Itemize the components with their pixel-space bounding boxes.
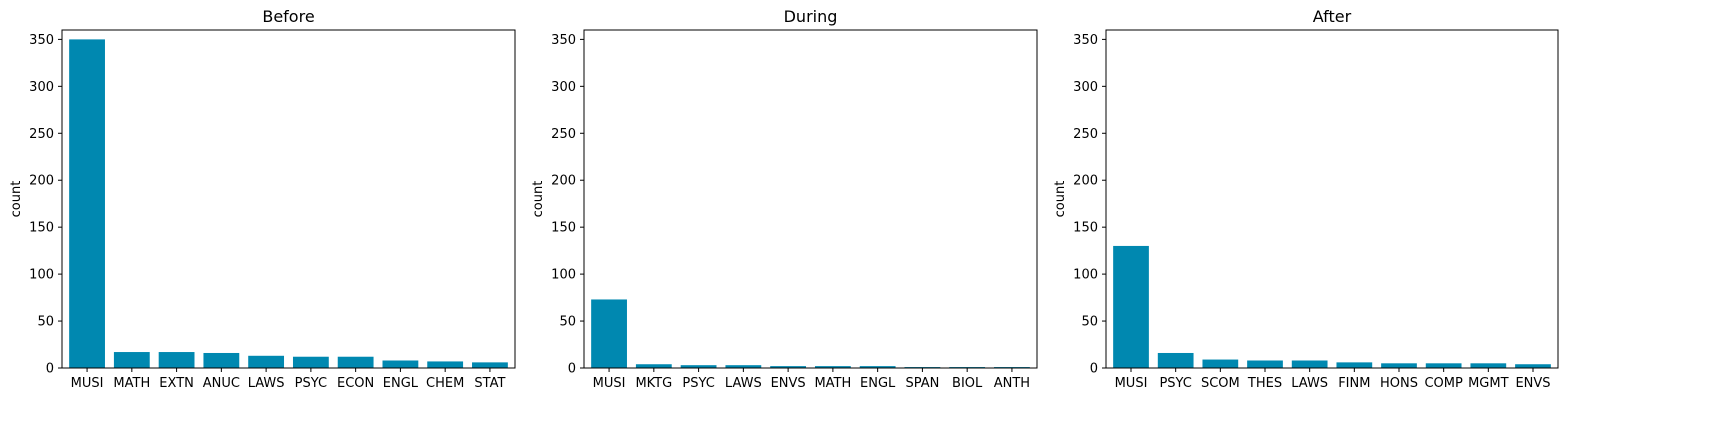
bar-envs	[1515, 364, 1551, 368]
x-tick-label: PSYC	[1159, 376, 1191, 391]
chart-title: During	[784, 7, 838, 26]
chart-panel-after: After count MUSI PSYC SCOM THES LAWS FINM HONS…	[1053, 7, 1559, 391]
y-axis-label: count	[1053, 181, 1068, 218]
x-tick-label: LAWS	[1291, 376, 1328, 391]
bar-laws	[1291, 360, 1328, 368]
chart-panel-during: During count MUSI MKTG PSYC LAWS ENVS MATH ENG…	[531, 7, 1038, 391]
bar-thes	[1247, 360, 1283, 368]
x-tick-label: EXTN	[159, 376, 194, 391]
x-tick-label: PSYC	[295, 376, 327, 391]
x-tick-label: ANTH	[994, 376, 1030, 391]
x-tick-label: SCOM	[1201, 376, 1240, 391]
x-tick-label: THES	[1247, 376, 1282, 391]
x-tick-label: MATH	[814, 376, 851, 391]
y-tick-label: 100	[551, 268, 576, 283]
y-tick-label: 200	[29, 174, 54, 189]
y-tick-label: 100	[29, 268, 54, 283]
y-tick-label: 250	[551, 127, 576, 142]
y-axis-label: count	[9, 181, 24, 218]
y-tick-label: 250	[1073, 127, 1098, 142]
y-tick-label: 0	[46, 362, 54, 377]
x-tick-label: ANUC	[203, 376, 240, 391]
x-tick-label: MATH	[113, 376, 150, 391]
x-tick-label: LAWS	[725, 376, 762, 391]
y-tick-label: 300	[551, 80, 576, 95]
y-tick-label: 200	[1073, 174, 1098, 189]
chart-panel-before: Before count MUSI MATH EXTN ANUC LAWS PSYC ECO…	[9, 7, 516, 391]
chart-title: After	[1313, 7, 1352, 26]
bar-psyc	[292, 356, 329, 368]
y-tick-label: 50	[37, 315, 54, 330]
bar-laws	[725, 365, 762, 368]
axes-frame	[583, 29, 1038, 369]
bar-psyc	[680, 365, 717, 368]
bar-psyc	[1157, 352, 1194, 368]
bar-math	[814, 366, 851, 368]
bar-comp	[1425, 363, 1462, 368]
y-axis-label: count	[531, 181, 546, 218]
x-tick-label: ENVS	[1515, 376, 1550, 391]
x-tick-label: BIOL	[952, 376, 983, 391]
x-tick-label: MUSI	[1115, 376, 1148, 391]
x-tick-label: MUSI	[71, 376, 104, 391]
bar-math	[113, 352, 150, 368]
axes-frame	[1105, 29, 1559, 369]
x-tick-label: ENGL	[860, 376, 896, 391]
y-tick-label: 0	[1090, 362, 1098, 377]
x-tick-label: PSYC	[682, 376, 714, 391]
bar-extn	[158, 352, 195, 368]
y-tick-label: 250	[29, 127, 54, 142]
axes-frame	[61, 29, 516, 369]
y-tick-label: 150	[29, 221, 54, 236]
bar-stat	[472, 362, 508, 368]
y-tick-label: 200	[551, 174, 576, 189]
y-tick-label: 50	[559, 315, 576, 330]
bar-anuc	[203, 352, 240, 368]
x-tick-label: CHEM	[426, 376, 464, 391]
bar-engl	[382, 360, 419, 368]
bar-scom	[1202, 359, 1239, 368]
x-tick-label: STAT	[474, 376, 505, 391]
y-tick-label: 350	[1073, 33, 1098, 48]
bar-mktg	[635, 364, 672, 368]
bar-engl	[859, 366, 896, 368]
y-tick-label: 50	[1081, 315, 1098, 330]
y-tick-label: 0	[568, 362, 576, 377]
bar-musi	[69, 39, 105, 368]
x-tick-label: FINM	[1338, 376, 1370, 391]
bar-chem	[427, 361, 464, 368]
x-tick-label: MUSI	[593, 376, 626, 391]
x-tick-label: MGMT	[1468, 376, 1509, 391]
x-tick-label: ENVS	[771, 376, 806, 391]
bar-laws	[248, 355, 285, 368]
y-tick-label: 150	[551, 221, 576, 236]
y-tick-label: 350	[551, 33, 576, 48]
bar-envs	[770, 366, 807, 368]
y-tick-label: 300	[29, 80, 54, 95]
x-tick-label: ENGL	[383, 376, 419, 391]
bar-mgmt	[1470, 363, 1507, 368]
x-tick-label: COMP	[1424, 376, 1463, 391]
bar-musi	[1113, 245, 1149, 368]
bar-hons	[1381, 363, 1417, 368]
x-tick-label: HONS	[1380, 376, 1418, 391]
x-tick-label: SPAN	[905, 376, 939, 391]
bar-musi	[591, 299, 627, 368]
y-tick-label: 150	[1073, 221, 1098, 236]
x-tick-label: LAWS	[248, 376, 285, 391]
y-tick-label: 300	[1073, 80, 1098, 95]
x-tick-label: ECON	[337, 376, 374, 391]
y-tick-label: 350	[29, 33, 54, 48]
chart-title: Before	[262, 7, 314, 26]
x-tick-label: MKTG	[635, 376, 672, 391]
bar-econ	[337, 356, 374, 368]
bar-finm	[1336, 362, 1373, 368]
y-tick-label: 100	[1073, 268, 1098, 283]
